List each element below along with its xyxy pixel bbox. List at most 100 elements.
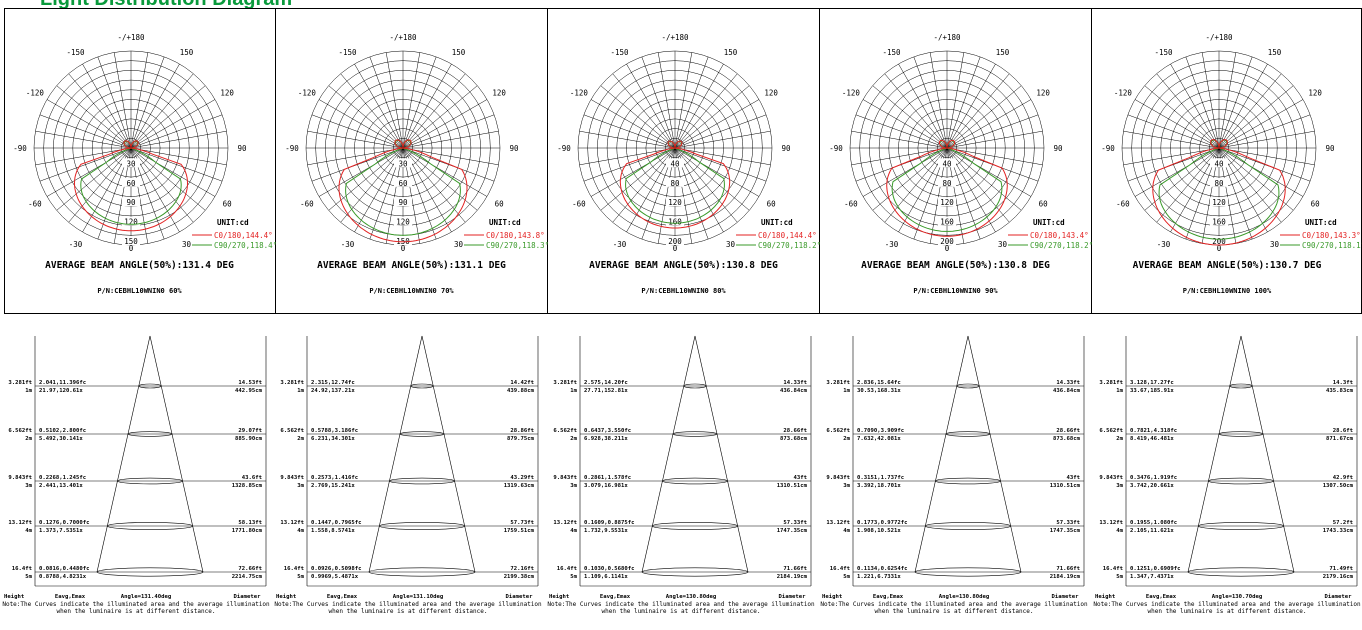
cone-note: Note:The Curves indicate the illuminated… xyxy=(547,601,815,615)
angle-label: -150 xyxy=(882,48,901,57)
height-m: 3m xyxy=(25,483,32,489)
diameter-cm: 1759.51cm xyxy=(504,528,535,534)
grid-spoke xyxy=(612,147,676,223)
legend-c90-label: C90/270,118.3° xyxy=(486,241,548,250)
grid-spoke xyxy=(318,99,404,149)
ring-label-bg xyxy=(1210,197,1228,207)
ring-label: 40 xyxy=(1214,159,1224,168)
grid-spoke xyxy=(56,147,132,211)
grid-spoke xyxy=(1127,114,1220,149)
diameter-cm: 1771.80cm xyxy=(232,528,263,534)
grid-spoke xyxy=(130,73,194,149)
ring-label: 120 xyxy=(1212,198,1226,207)
part-number: P/N:CEBHL10WNIN0 100% xyxy=(1182,287,1272,295)
height-m: 1m xyxy=(25,388,32,394)
grid-spoke xyxy=(674,73,738,149)
angle-label: 0 xyxy=(945,244,950,253)
height-ft: 3.281ft xyxy=(280,380,304,386)
grid-spoke xyxy=(657,52,676,149)
angle-label: -90 xyxy=(13,144,27,153)
illuminated-area xyxy=(399,431,445,437)
footer-height: Height xyxy=(276,594,296,600)
illuminated-area xyxy=(1208,477,1274,485)
grid-spoke xyxy=(1218,130,1315,149)
grid-spoke xyxy=(898,63,948,149)
cone-chart-1: 3.281ft 1m 2.041,11.396fc 21.97,120.61x 14.5… xyxy=(2,330,270,630)
diameter-cm: 1310.51cm xyxy=(1050,483,1081,489)
part-number: P/N:CEBHL10WNIN0 80% xyxy=(641,287,726,295)
height-m: 3m xyxy=(570,483,577,489)
grid-spoke xyxy=(311,114,404,149)
angle-label: 0 xyxy=(401,244,406,253)
footer-height: Height xyxy=(822,594,842,600)
cone-svg: 3.281ft 1m 2.315,12.74fc 24.92,137.21x 14.42… xyxy=(276,335,539,600)
footer-angle: Angle=131.40deg xyxy=(121,594,172,600)
diameter-cm: 1310.51cm xyxy=(777,483,808,489)
cone-edge-right xyxy=(694,335,749,573)
height-m: 4m xyxy=(570,528,577,534)
illum-fc: 0.2268,1.245fc xyxy=(39,475,86,481)
illum-lx: 0.9969,5.4871x xyxy=(311,574,359,580)
legend-c90-label: C90/270,118.4° xyxy=(214,241,276,250)
c0-curve xyxy=(619,140,731,229)
part-number: P/N:CEBHL10WNIN0 60% xyxy=(97,287,182,295)
angle-label: -30 xyxy=(341,240,355,249)
legend-c0-label: C0/180,143.8° xyxy=(486,231,545,240)
diameter-cm: 873.68cm xyxy=(1053,436,1081,442)
angle-label: -90 xyxy=(557,144,571,153)
illum-fc: 0.1773,0.9772fc xyxy=(857,520,908,526)
grid-spoke xyxy=(590,99,676,149)
grid-spoke xyxy=(579,147,676,166)
footer-illum: Eavg,Emax xyxy=(327,594,358,600)
height-ft: 3.281ft xyxy=(553,380,577,386)
part-number: P/N:CEBHL10WNIN0 70% xyxy=(369,287,454,295)
ring-label-bg xyxy=(938,197,956,207)
illum-fc: 2.836,15.64fc xyxy=(857,380,901,386)
illuminated-area xyxy=(662,477,728,485)
angle-label: 60 xyxy=(223,200,233,209)
illuminated-area xyxy=(914,567,1022,577)
illuminated-area xyxy=(1229,383,1253,389)
illum-fc: 2.575,14.20fc xyxy=(584,380,628,386)
cone-edge-left xyxy=(96,335,151,573)
grid-spoke xyxy=(612,73,676,149)
beam-angle-text: AVERAGE BEAM ANGLE(50%):130.8 DEG xyxy=(861,260,1050,271)
ring-label: 160 xyxy=(940,218,954,227)
footer-illum: Eavg,Emax xyxy=(1146,594,1177,600)
grid-spoke xyxy=(318,147,404,197)
diameter-cm: 879.75cm xyxy=(507,436,535,442)
illuminated-area xyxy=(389,477,455,485)
grid-spoke xyxy=(385,52,404,149)
cone-note: Note:The Curves indicate the illuminated… xyxy=(820,601,1088,615)
grid-spoke xyxy=(46,99,132,149)
grid-spoke xyxy=(674,147,738,223)
height-m: 1m xyxy=(1116,388,1123,394)
grid-spoke xyxy=(946,130,1043,149)
illum-lx: 2.769,15.241x xyxy=(311,483,355,489)
grid-spoke xyxy=(590,147,676,197)
angle-label: -150 xyxy=(338,48,357,57)
grid-spoke xyxy=(130,147,223,182)
grid-spoke xyxy=(1134,99,1220,149)
angle-label: 90 xyxy=(509,144,519,153)
grid-spoke xyxy=(600,147,676,211)
grid-spoke xyxy=(307,130,404,149)
polar-svg: -/+180 150 120 90 60 30 0 -30 -60 -90 -120 -150 40 80… xyxy=(1101,33,1362,253)
ring-label: 30 xyxy=(126,159,136,168)
illum-fc: 0.1251,0.6909fc xyxy=(1130,566,1181,572)
grid-spoke xyxy=(674,147,750,211)
grid-spoke xyxy=(354,63,404,149)
diameter-ft: 28.66ft xyxy=(1056,428,1080,434)
footer-illum: Eavg,Emax xyxy=(55,594,86,600)
illuminated-area xyxy=(956,383,980,389)
cone-edge-left xyxy=(914,335,969,573)
cone-svg: 3.281ft 1m 2.836,15.64fc 30.53,168.31x 14.33… xyxy=(822,335,1085,600)
angle-label: -150 xyxy=(1154,48,1173,57)
angle-label: -120 xyxy=(842,89,861,98)
angle-label: 120 xyxy=(1308,89,1322,98)
illum-fc: 0.1134,0.6254fc xyxy=(857,566,908,572)
footer-height: Height xyxy=(1095,594,1115,600)
ring-label: 80 xyxy=(1214,179,1224,188)
height-m: 5m xyxy=(25,574,32,580)
grid-spoke xyxy=(674,130,771,149)
